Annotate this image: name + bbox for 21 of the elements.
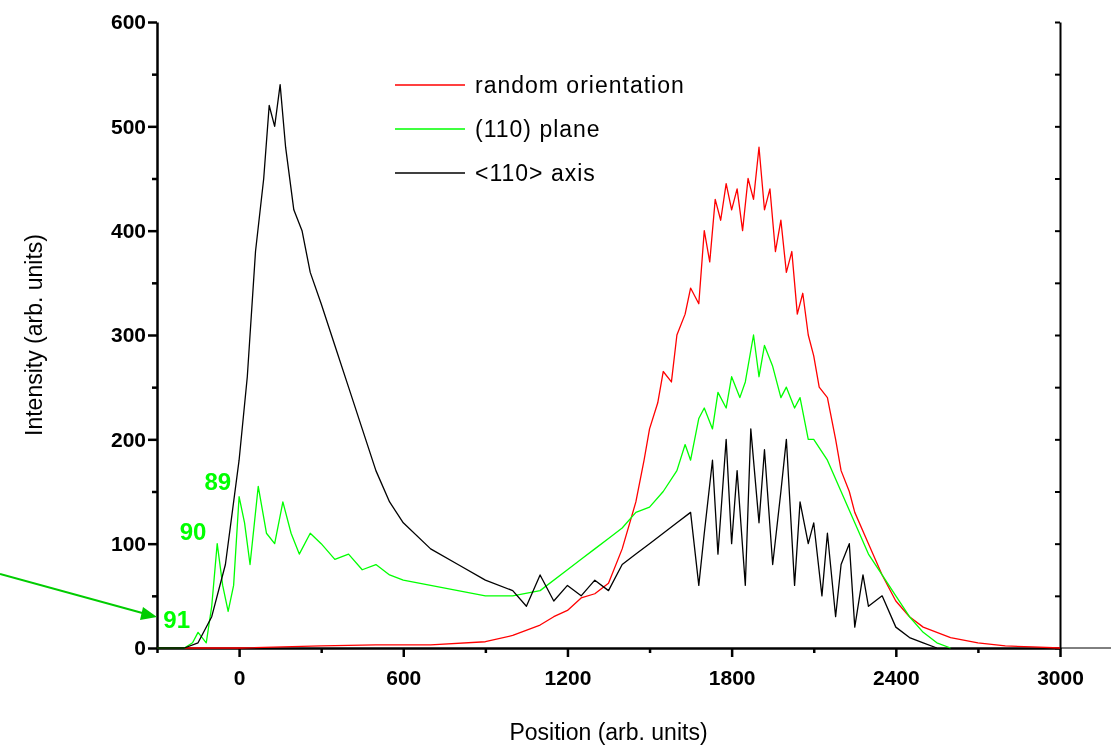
x-axis-title: Position (arb. units) [509, 719, 708, 745]
y-tick-label: 300 [110, 323, 146, 347]
y-tick-label: 500 [110, 114, 146, 138]
y-axis-title: Intensity (arb. units) [21, 234, 47, 436]
x-tick-label: 0 [233, 666, 246, 690]
x-tick-label: 600 [386, 666, 422, 690]
legend-label: (110) plane [475, 116, 601, 142]
y-tick-label: 0 [134, 636, 146, 660]
y-tick-label: 200 [110, 427, 146, 451]
x-tick-label: 2400 [872, 666, 920, 690]
y-tick-label: 600 [110, 10, 146, 34]
y-tick-label: 100 [110, 531, 146, 555]
x-tick-label: 3000 [1037, 666, 1084, 690]
legend-label: random orientation [475, 72, 685, 98]
annotation: 89 [204, 467, 232, 495]
x-tick-label: 1800 [708, 666, 756, 690]
annotation: 90 [179, 517, 207, 545]
annotation: 91 [163, 606, 191, 634]
legend-label: <110> axis [475, 160, 596, 186]
x-tick-label: 1200 [544, 666, 592, 690]
y-tick-label: 400 [110, 218, 146, 242]
